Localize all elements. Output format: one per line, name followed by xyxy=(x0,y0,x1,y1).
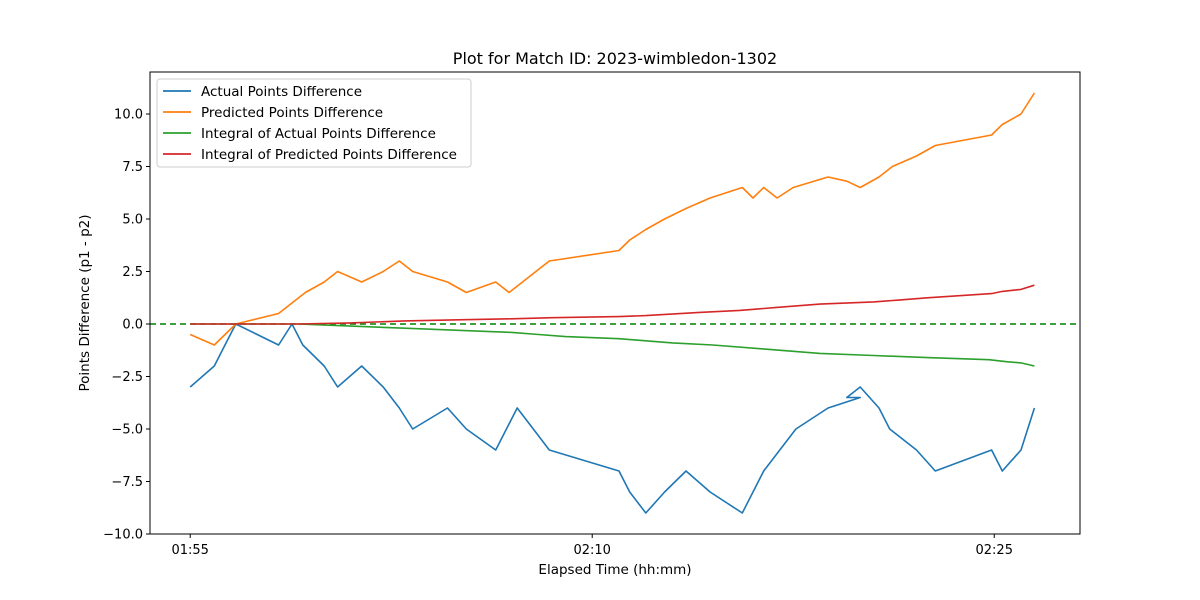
legend-label: Predicted Points Difference xyxy=(201,105,383,121)
y-tick-label: −7.5 xyxy=(111,475,143,490)
y-tick-label: −10.0 xyxy=(103,528,143,543)
legend-box xyxy=(156,78,472,168)
y-tick-label: 0.0 xyxy=(122,318,143,333)
series-line-1 xyxy=(189,323,1036,514)
chart-title: Plot for Match ID: 2023-wimbledon-1302 xyxy=(453,49,777,68)
x-tick-label: 02:10 xyxy=(573,543,610,558)
x-tick-label: 02:25 xyxy=(976,543,1013,558)
x-axis-title: Elapsed Time (hh:mm) xyxy=(538,562,691,578)
y-tick-label: 2.5 xyxy=(122,265,143,280)
y-tick-label: 10.0 xyxy=(114,108,143,123)
legend-label: Integral of Predicted Points Difference xyxy=(201,147,457,163)
series-line-2 xyxy=(189,92,1036,346)
legend: Actual Points Difference Predicted Points… xyxy=(156,78,472,168)
y-tick-label: −2.5 xyxy=(111,370,143,385)
plot-area: −10.0 −7.5 −5.0 −2.5 0.0 2.5 5.0 7.5 10.0 01:55 02… xyxy=(103,71,1081,558)
series-line-4 xyxy=(190,284,1035,325)
y-tick-label: 5.0 xyxy=(122,213,143,228)
legend-label: Actual Points Difference xyxy=(201,84,362,100)
axes-frame xyxy=(149,71,1081,535)
y-tick-label: 7.5 xyxy=(122,160,143,175)
y-axis-title: Points Difference (p1 - p2) xyxy=(77,214,93,391)
series-line-3 xyxy=(190,323,1035,367)
x-tick-label: 01:55 xyxy=(171,543,208,558)
y-tick-label: −5.0 xyxy=(111,423,143,438)
legend-label: Integral of Actual Points Difference xyxy=(201,126,436,142)
